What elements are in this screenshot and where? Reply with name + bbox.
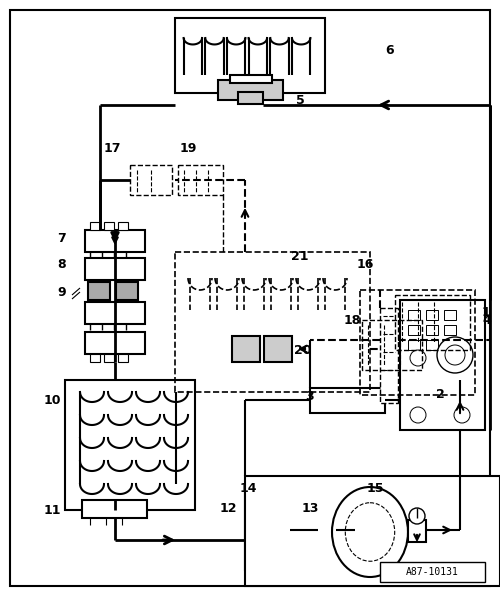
Bar	[408, 325, 420, 335]
Text: 16: 16	[356, 259, 374, 272]
Text: 4: 4	[482, 313, 492, 327]
Text: A87-10131: A87-10131	[406, 567, 458, 577]
Bar	[104, 222, 114, 230]
Bar	[104, 354, 114, 362]
Circle shape	[410, 407, 426, 423]
Bar	[230, 75, 272, 83]
Bar	[408, 520, 426, 542]
Bar	[238, 92, 263, 104]
Bar	[440, 406, 480, 422]
Bar	[400, 300, 485, 430]
Bar	[116, 282, 138, 300]
Bar	[245, 476, 500, 586]
Text: 13: 13	[302, 501, 318, 514]
Polygon shape	[336, 522, 348, 538]
Text: 3: 3	[306, 390, 314, 402]
Text: 12: 12	[219, 501, 237, 514]
Text: 20: 20	[294, 343, 312, 356]
Bar	[88, 282, 110, 300]
Bar	[178, 165, 223, 195]
Bar	[175, 252, 370, 392]
Bar	[426, 340, 438, 350]
Bar	[380, 562, 485, 582]
Bar	[362, 320, 422, 370]
Bar	[318, 522, 336, 538]
Bar	[218, 80, 283, 100]
Circle shape	[437, 337, 473, 373]
Text: 5: 5	[296, 94, 304, 107]
Circle shape	[409, 508, 425, 524]
Bar	[232, 336, 260, 362]
Bar	[90, 222, 100, 230]
Bar	[85, 258, 145, 280]
Bar	[444, 310, 456, 320]
Bar	[444, 325, 456, 335]
Bar	[118, 354, 128, 362]
Bar	[118, 222, 128, 230]
Bar	[90, 354, 100, 362]
Text: 2: 2	[436, 389, 444, 402]
Bar	[380, 308, 398, 403]
Text: 21: 21	[291, 250, 309, 262]
Bar	[130, 165, 172, 195]
Bar	[408, 340, 420, 350]
Bar	[65, 380, 195, 510]
Bar	[245, 492, 290, 570]
Text: 11: 11	[44, 504, 61, 517]
Text: 15: 15	[366, 482, 384, 495]
Text: 9: 9	[58, 287, 66, 300]
Text: 1: 1	[482, 306, 490, 318]
Bar	[426, 310, 438, 320]
Text: 7: 7	[58, 231, 66, 244]
Text: 10: 10	[44, 393, 61, 406]
Text: 8: 8	[58, 259, 66, 272]
Bar	[175, 18, 325, 93]
Bar	[395, 295, 470, 350]
Circle shape	[454, 407, 470, 423]
Bar	[310, 388, 385, 413]
Bar	[85, 302, 145, 324]
Text: 6: 6	[386, 44, 394, 57]
Text: 19: 19	[180, 141, 196, 154]
Text: 17: 17	[104, 141, 121, 154]
Circle shape	[445, 345, 465, 365]
Bar	[85, 230, 145, 252]
Bar	[82, 500, 147, 518]
Circle shape	[410, 350, 426, 366]
Text: 14: 14	[240, 482, 257, 495]
Bar	[85, 332, 145, 354]
Bar	[408, 310, 420, 320]
Bar	[264, 336, 292, 362]
Text: 18: 18	[344, 313, 360, 327]
Bar	[360, 290, 475, 395]
Bar	[426, 325, 438, 335]
